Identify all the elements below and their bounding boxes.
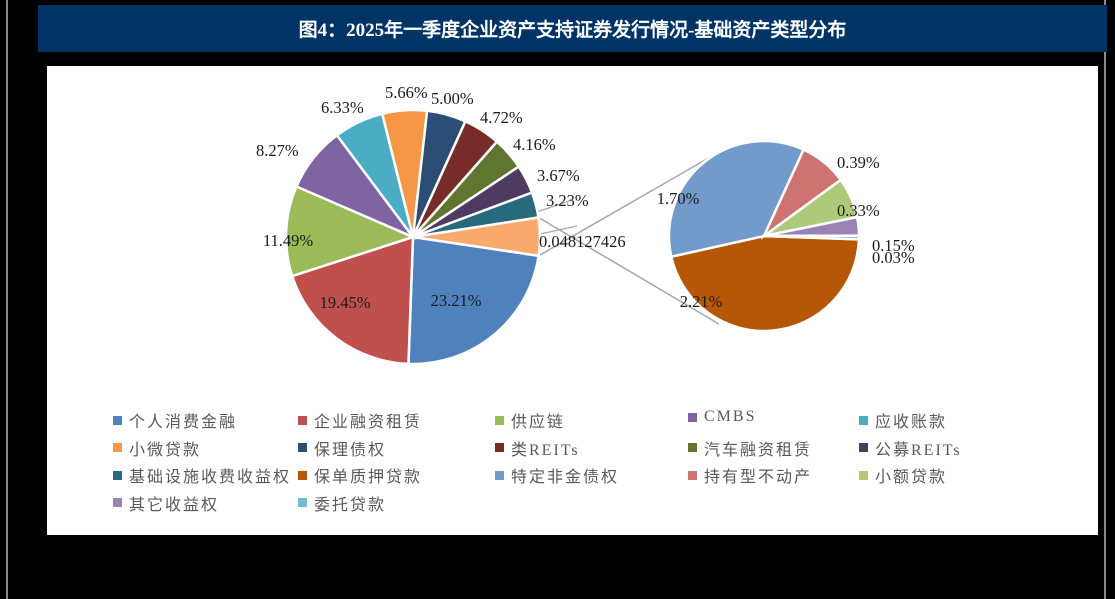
leader-line <box>536 199 573 213</box>
legend-label: CMBS <box>704 408 757 425</box>
legend-item: 汽车融资租赁 <box>688 436 812 460</box>
legend-item: 保单质押贷款 <box>298 463 422 487</box>
legend-label: 保理债权 <box>314 441 387 459</box>
data-labels: 23.21% 19.45% 11.49% 8.27% 6.33% 5.66% 5.00% 4.… <box>256 83 915 312</box>
legend-label: 类REITs <box>511 441 580 459</box>
legend-label: 应收账款 <box>875 414 948 431</box>
legend-item: 基础设施收费收益权 <box>113 463 291 487</box>
left-border-line <box>6 0 8 599</box>
legend-swatch-icon <box>495 470 504 480</box>
main-pie-data-label: 23.21% <box>431 291 482 310</box>
legend-swatch-icon <box>113 443 122 452</box>
chart-title-bar: 图4：2025年一季度企业资产支持证券发行情况-基础资产类型分布 <box>38 5 1107 52</box>
legend-item: 类REITs <box>495 436 580 460</box>
main-pie-data-label: 19.45% <box>320 293 371 312</box>
main-pie-data-label: 6.33% <box>321 98 364 117</box>
legend-item: 保理债权 <box>298 436 386 460</box>
legend-swatch-icon <box>859 443 868 452</box>
legend-label: 特定非金债权 <box>511 469 620 486</box>
legend-label: 其它收益权 <box>129 496 220 514</box>
secondary-pie-slice <box>669 234 861 333</box>
legend-item: 其它收益权 <box>113 491 219 515</box>
legend-swatch-icon <box>298 470 307 480</box>
connector-lines <box>536 151 720 325</box>
legend-swatch-icon <box>859 415 868 425</box>
legend-item: 应收账款 <box>859 408 947 432</box>
legend-item: 小额贷款 <box>859 463 947 487</box>
main-pie-slice <box>412 216 542 258</box>
main-pie <box>284 108 542 366</box>
legend-item: 个人消费金融 <box>113 408 237 432</box>
legend-item: 公募REITs <box>859 436 962 460</box>
main-pie-slice <box>284 184 417 278</box>
secondary-pie <box>667 139 861 333</box>
secondary-pie-data-label: 0.39% <box>837 153 880 172</box>
secondary-pie-slice <box>667 139 806 259</box>
main-pie-data-label: 5.66% <box>385 83 428 102</box>
legend-item: 委托贷款 <box>298 491 386 515</box>
legend-swatch-icon <box>298 443 307 452</box>
legend-swatch-icon <box>859 470 868 480</box>
legend-item: 企业融资租赁 <box>298 408 422 432</box>
legend-label: 汽车融资租赁 <box>704 441 813 459</box>
main-pie-data-label: 11.49% <box>263 231 314 250</box>
pie-of-pie-chart: 23.21% 19.45% 11.49% 8.27% 6.33% 5.66% 5.00% 4.… <box>256 83 915 366</box>
chart-title: 图4：2025年一季度企业资产支持证券发行情况-基础资产类型分布 <box>298 20 847 41</box>
legend-item: 供应链 <box>495 408 565 432</box>
legend-label: 持有型不动产 <box>704 469 813 486</box>
main-pie-data-label: 8.27% <box>256 141 299 160</box>
secondary-pie-slice <box>763 234 861 241</box>
secondary-pie-data-label: 0.15% <box>872 236 915 255</box>
main-pie-data-label: 4.16% <box>513 135 556 154</box>
connector-line-top <box>538 151 720 257</box>
legend-swatch-icon <box>298 415 307 425</box>
legend-item: CMBS <box>688 408 756 426</box>
legend-label: 个人消费金融 <box>129 414 238 431</box>
legend-swatch-icon <box>688 470 697 480</box>
main-pie-slice <box>407 235 541 366</box>
leader-line <box>539 225 578 235</box>
connector-line-bottom <box>538 216 720 325</box>
legend-item: 持有型不动产 <box>688 463 812 487</box>
main-pie-slice <box>290 235 415 366</box>
legend-label: 小额贷款 <box>875 469 948 486</box>
legend-label: 小微贷款 <box>129 441 202 459</box>
legend-swatch-icon <box>298 498 307 507</box>
main-pie-data-label: 4.72% <box>480 108 523 127</box>
right-border-line <box>1104 0 1106 599</box>
legend-label: 基础设施收费收益权 <box>129 469 292 486</box>
legend-label: 保单质押贷款 <box>314 469 423 486</box>
legend-swatch-icon <box>113 470 122 480</box>
legend-label: 委托贷款 <box>314 496 387 514</box>
chart-plot-area: 23.21% 19.45% 11.49% 8.27% 6.33% 5.66% 5.00% 4.… <box>47 66 1098 535</box>
main-pie-data-label: 3.23% <box>546 191 589 210</box>
legend-swatch-icon <box>688 443 697 452</box>
secondary-pie-data-label: 0.33% <box>837 201 880 220</box>
legend-swatch-icon <box>113 415 122 425</box>
legend-swatch-icon <box>113 498 122 507</box>
legend-swatch-icon <box>688 412 697 422</box>
legend-swatch-icon <box>495 415 504 425</box>
main-pie-data-label: 3.67% <box>537 166 580 185</box>
legend-item: 特定非金债权 <box>495 463 619 487</box>
legend-label: 公募REITs <box>875 441 962 459</box>
main-pie-data-label: 5.00% <box>431 89 474 108</box>
legend-label: 企业融资租赁 <box>314 414 423 431</box>
legend-label: 供应链 <box>511 414 566 431</box>
secondary-pie-data-label: 2.21% <box>680 292 723 311</box>
secondary-pie-data-label: 0.03% <box>872 248 915 267</box>
secondary-pie-data-label: 1.70% <box>657 189 700 208</box>
legend-item: 小微贷款 <box>113 436 201 460</box>
main-pie-data-label: 0.048127426 <box>539 232 626 251</box>
legend-swatch-icon <box>495 443 504 452</box>
